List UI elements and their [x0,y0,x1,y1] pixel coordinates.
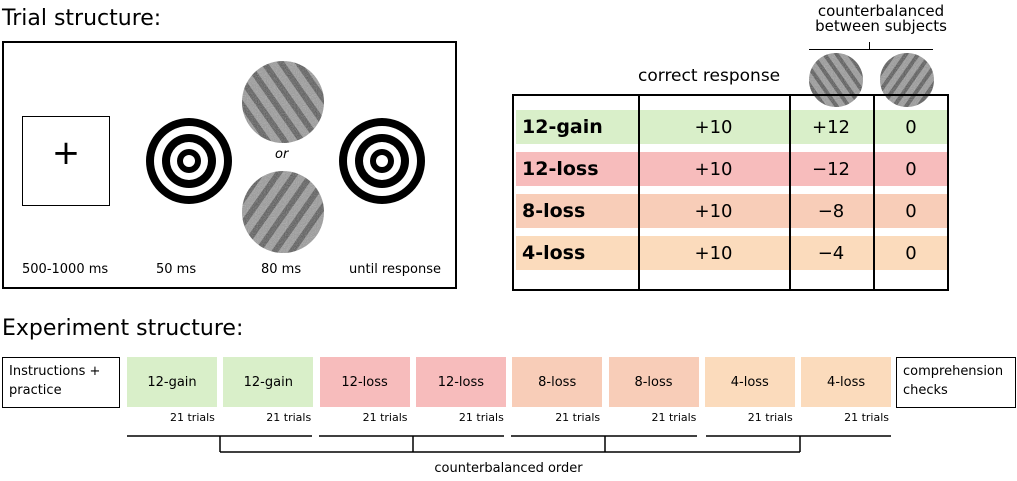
or-label: or [275,147,289,162]
payoff-cell-stim-a: −8 [817,200,845,222]
timing-response: until response [349,262,441,277]
counterbalanced-order-label: counterbalanced order [434,461,583,476]
block-trial-count: 21 trials [362,411,408,424]
block-trial-count: 21 trials [170,411,215,424]
gabor-stimulus-top [242,61,324,143]
fixation-box: + [22,116,110,206]
payoff-cell-stim-b: 0 [905,158,917,180]
payoff-cell-correct: +10 [694,116,733,138]
correct-response-header: correct response [638,66,781,86]
timing-stimulus: 80 ms [261,262,302,277]
payoff-cell-stim-b: 0 [905,242,917,264]
timing-fixation: 500-1000 ms [22,262,109,277]
experiment-block: 4-loss [704,357,795,407]
experiment-block: 8-loss [512,357,603,407]
payoff-cell-stim-b: 0 [905,116,917,138]
header-bracket [809,49,933,50]
payoff-row [516,194,947,228]
block-trial-count: 21 trials [458,411,504,424]
block-trial-count: 21 trials [651,411,697,424]
experiment-block: 12-gain [127,357,217,407]
block-trial-count: 21 trials [844,411,890,424]
fixation-cross: + [51,133,81,173]
experiment-block: 4-loss [801,357,892,407]
experiment-block: 8-loss [608,357,699,407]
timing-mask: 50 ms [156,262,197,277]
table-column-divider [789,96,791,289]
gabor-stimulus-icon-b [880,53,934,107]
experiment-block: 12-loss [319,357,410,407]
payoff-row-label: 12-loss [522,158,599,180]
payoff-row [516,236,947,270]
payoff-cell-stim-a: −12 [812,158,850,180]
table-column-divider [638,96,640,289]
table-column-divider [873,96,875,289]
bullseye-mask-icon [339,118,425,204]
payoff-row-label: 12-gain [522,116,603,138]
payoff-table: 12-gain +10 +12 0 12-loss +10 −12 0 8-loss +10 −8 0… [512,94,949,291]
counterbalance-brackets [127,435,891,453]
trial-structure-title: Trial structure: [2,6,162,31]
comprehension-box: comprehension checks [896,357,1016,408]
trial-structure-panel [2,41,457,289]
payoff-cell-stim-a: −4 [817,242,845,264]
gabor-stimulus-bottom [242,171,324,253]
payoff-row-label: 4-loss [522,242,586,264]
payoff-row [516,152,947,186]
payoff-cell-correct: +10 [694,200,733,222]
block-trial-count: 21 trials [266,411,312,424]
payoff-cell-stim-a: +12 [812,116,850,138]
experiment-block: 12-loss [415,357,506,407]
experiment-structure-title: Experiment structure: [2,316,244,341]
block-trial-count: 21 trials [747,411,793,424]
payoff-row-label: 8-loss [522,200,586,222]
payoff-cell-correct: +10 [694,158,733,180]
experiment-block: 12-gain [223,357,314,407]
block-trial-count: 21 trials [555,411,601,424]
payoff-row [516,110,947,144]
payoff-cell-stim-b: 0 [905,200,917,222]
counterbalanced-header: counterbalanced between subjects [815,2,947,35]
instructions-box: Instructions + practice [2,357,120,408]
payoff-cell-correct: +10 [694,242,733,264]
gabor-stimulus-icon-a [809,53,863,107]
bullseye-mask-icon [146,118,232,204]
